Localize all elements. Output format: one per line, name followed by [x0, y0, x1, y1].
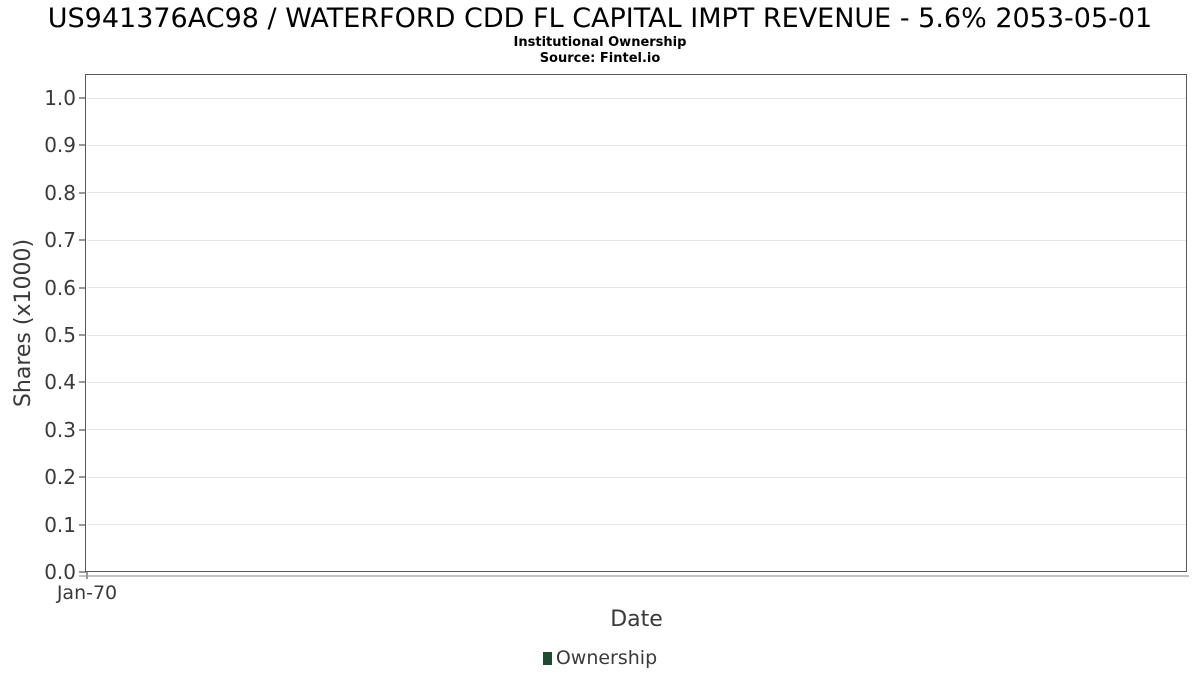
y-tick-label: 0.3 [44, 417, 76, 442]
legend: Ownership [0, 646, 1200, 670]
x-tick-mark [86, 572, 88, 579]
y-tick-label: 1.0 [44, 86, 76, 110]
gridline [87, 381, 1186, 383]
y-tick-label: 0.9 [44, 133, 76, 158]
gridline [87, 239, 1186, 241]
gridline [87, 144, 1186, 146]
gridline [87, 97, 1186, 99]
legend-swatch [542, 651, 552, 665]
y-tick-label: 0.0 [44, 560, 76, 584]
y-tick-label: 0.5 [44, 323, 76, 347]
y-tick-mark [79, 334, 86, 336]
y-tick-label: 0.1 [44, 512, 76, 537]
y-tick-mark [79, 144, 86, 147]
gridline [87, 192, 1186, 194]
y-tick-mark [79, 476, 86, 479]
y-tick-label: 0.2 [44, 465, 76, 490]
y-tick-label: 0.6 [44, 275, 76, 300]
legend-item: Ownership [542, 647, 658, 669]
y-tick-mark [79, 239, 86, 242]
y-tick-mark [79, 571, 86, 573]
x-axis-line [79, 575, 1189, 577]
chart-subtitle: Institutional Ownership [513, 35, 687, 50]
gridline [87, 524, 1186, 526]
gridline [87, 476, 1186, 478]
gridline [87, 429, 1186, 431]
y-tick-label: 0.4 [44, 370, 76, 395]
chart-source-note: Source: Fintel.io [539, 51, 661, 66]
y-tick-mark [79, 97, 86, 99]
y-tick-label: 0.8 [44, 180, 76, 205]
plot-area [85, 74, 1187, 572]
x-tick-label: Jan-70 [56, 582, 118, 604]
chart-title: US941376AC98 / WATERFORD CDD FL CAPITAL … [47, 3, 1153, 34]
y-tick-mark [79, 286, 86, 289]
gridline [87, 287, 1186, 289]
y-tick-mark [79, 523, 86, 526]
y-tick-mark [79, 428, 86, 431]
y-tick-mark [79, 191, 86, 194]
gridline [87, 334, 1186, 336]
y-axis-label: Shares (x1000) [11, 238, 36, 408]
x-axis-label: Date [610, 607, 663, 632]
legend-label: Ownership [555, 647, 658, 669]
y-tick-mark [79, 381, 86, 384]
y-tick-label: 0.7 [44, 228, 76, 253]
